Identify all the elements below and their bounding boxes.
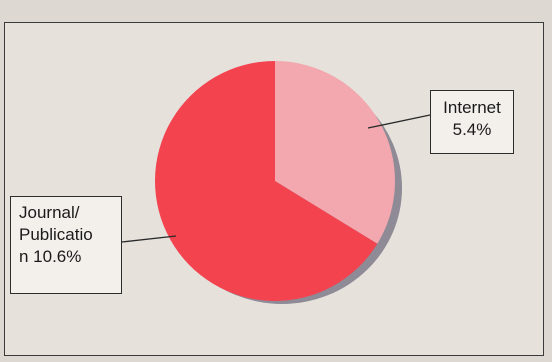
callout-journal-line-1: Journal/: [19, 203, 80, 222]
pie-slice-1: [155, 61, 378, 301]
callout-internet: Internet 5.4%: [430, 90, 514, 154]
pie-slices: [155, 61, 396, 301]
callout-journal-line-2: Publicatio: [19, 225, 93, 244]
callout-journal-line-3: n 10.6%: [19, 247, 82, 266]
callout-internet-line-2: 5.4%: [452, 120, 492, 139]
leader-line-journal: [121, 235, 177, 243]
callout-journal: Journal/ Publicatio n 10.6%: [10, 196, 122, 294]
callout-internet-line-1: Internet: [443, 98, 501, 117]
leader-line-internet: [367, 114, 431, 129]
pie-slice-0: [275, 61, 396, 244]
